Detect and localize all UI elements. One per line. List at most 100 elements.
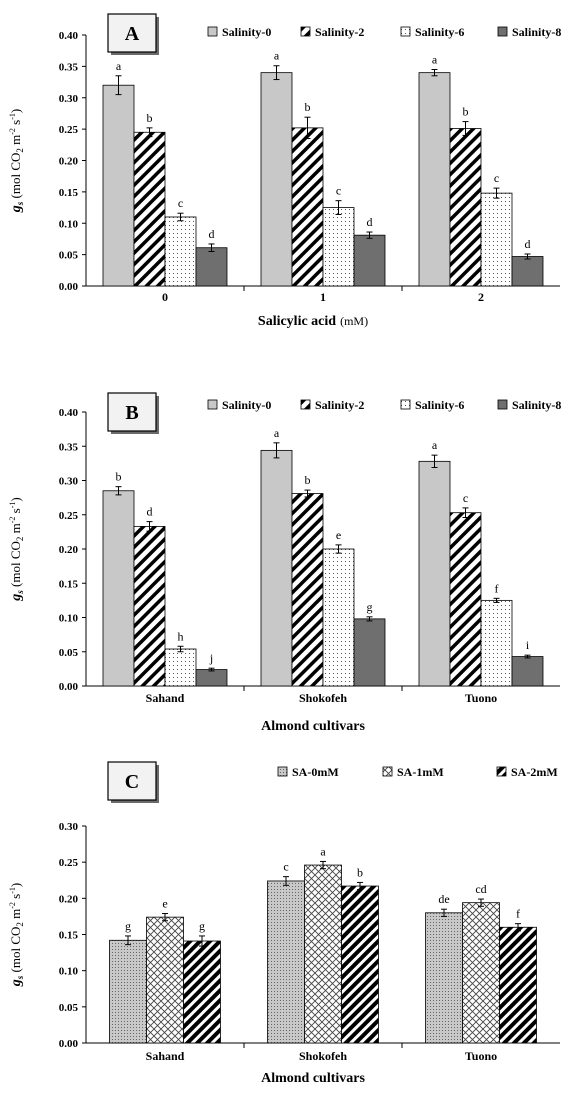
legend-swatch bbox=[300, 399, 311, 410]
x-axis-label-main: Almond cultivars bbox=[261, 1071, 365, 1086]
x-axis-label-main: Almond cultivars bbox=[261, 719, 365, 734]
y-axis-label-part: s bbox=[8, 894, 23, 902]
bar bbox=[133, 131, 166, 287]
y-axis-label-part: 2 bbox=[15, 537, 25, 542]
bar bbox=[341, 885, 379, 1044]
x-tick-label: 2 bbox=[478, 290, 484, 304]
chart-panel-a: 0.00 0.05 0.10 0.15 0.20 0.25 0.30 0.35 0.40 0 a b c… bbox=[8, 13, 561, 329]
significance-letter: d bbox=[209, 227, 215, 241]
y-axis-label-part: 2 bbox=[15, 922, 25, 927]
legend-swatch bbox=[497, 26, 508, 37]
significance-letter: b bbox=[116, 470, 122, 484]
y-tick-label: 0.40 bbox=[59, 30, 79, 42]
bar bbox=[353, 234, 386, 287]
y-axis-label: gs (mol CO2 m-2 s-1) bbox=[8, 109, 25, 214]
bar bbox=[133, 525, 166, 687]
y-axis-label-part: ) bbox=[8, 109, 23, 113]
significance-letter: b bbox=[147, 111, 153, 125]
legend-swatch bbox=[382, 766, 393, 777]
significance-letter: b bbox=[305, 100, 311, 114]
y-axis-label-part: g bbox=[9, 205, 24, 213]
x-axis-label-main: Salicylic acid bbox=[258, 314, 336, 329]
bar bbox=[511, 256, 544, 287]
legend-swatch bbox=[400, 26, 411, 37]
y-axis-label-part: (mol CO bbox=[8, 153, 23, 202]
significance-letter: a bbox=[116, 59, 122, 73]
significance-letter: de bbox=[438, 892, 449, 906]
y-axis-label-part: s bbox=[15, 975, 25, 980]
legend-swatch bbox=[207, 26, 218, 37]
legend-swatch bbox=[300, 26, 311, 37]
y-tick-label: 0.05 bbox=[59, 250, 79, 262]
y-axis-label-part: (mol CO bbox=[8, 927, 23, 976]
significance-letter: d bbox=[525, 237, 531, 251]
significance-letter: b bbox=[357, 865, 363, 879]
y-tick-label: 0.20 bbox=[59, 156, 79, 168]
y-axis-label-part: s bbox=[8, 120, 23, 128]
significance-letter: f bbox=[516, 907, 520, 921]
bar bbox=[195, 669, 228, 687]
x-tick-label: Sahand bbox=[146, 691, 185, 705]
legend-label: SA-0mM bbox=[292, 765, 339, 779]
y-tick-label: 0.20 bbox=[59, 893, 79, 905]
y-axis-label-part: -2 bbox=[8, 517, 17, 524]
y-tick-label: 0.10 bbox=[59, 966, 79, 978]
significance-letter: a bbox=[274, 49, 280, 63]
y-axis-label-part: 2 bbox=[15, 148, 25, 153]
bar bbox=[291, 127, 324, 287]
significance-letter: e bbox=[162, 897, 167, 911]
y-axis-label: gs (mol CO2 m-2 s-1) bbox=[8, 497, 25, 602]
significance-letter: h bbox=[178, 629, 184, 643]
panel-box bbox=[107, 761, 157, 801]
y-tick-label: 0.15 bbox=[59, 187, 79, 199]
bar bbox=[480, 599, 513, 687]
bar bbox=[102, 490, 135, 687]
significance-letter: g bbox=[125, 919, 131, 933]
bar bbox=[260, 72, 293, 287]
y-axis-label-part: s bbox=[8, 508, 23, 516]
bar bbox=[462, 902, 500, 1044]
legend-label: Salinity-8 bbox=[512, 398, 561, 412]
bar bbox=[260, 449, 293, 687]
y-axis-label-part: -2 bbox=[8, 902, 17, 909]
significance-letter: d bbox=[147, 505, 153, 519]
legend-swatch bbox=[497, 399, 508, 410]
legend-swatch bbox=[496, 766, 507, 777]
y-tick-label: 0.25 bbox=[59, 124, 79, 136]
y-tick-label: 0.00 bbox=[59, 281, 79, 293]
bar bbox=[146, 916, 184, 1044]
panel-label: C bbox=[125, 771, 139, 793]
y-tick-label: 0.30 bbox=[59, 821, 79, 833]
bar bbox=[418, 460, 451, 687]
significance-letter: c bbox=[463, 491, 468, 505]
bar bbox=[195, 247, 228, 287]
y-axis-label-part: m bbox=[8, 909, 23, 922]
panel-label: A bbox=[125, 23, 140, 45]
y-tick-label: 0.10 bbox=[59, 613, 79, 625]
y-axis-label-part: -1 bbox=[8, 502, 17, 509]
y-tick-label: 0.15 bbox=[59, 578, 79, 590]
y-tick-label: 0.10 bbox=[59, 218, 79, 230]
significance-letter: c bbox=[283, 860, 288, 874]
legend-label: Salinity-6 bbox=[415, 25, 464, 39]
y-axis-label: gs (mol CO2 m-2 s-1) bbox=[8, 883, 25, 988]
y-axis-label-part: ) bbox=[8, 497, 23, 501]
significance-letter: g bbox=[367, 600, 373, 614]
bar bbox=[291, 493, 324, 687]
significance-letter: f bbox=[495, 581, 499, 595]
y-axis-label-part: m bbox=[8, 523, 23, 536]
legend-label: Salinity-2 bbox=[315, 25, 364, 39]
significance-letter: d bbox=[367, 215, 373, 229]
chart-panel-c: 0.00 0.05 0.10 0.15 0.20 0.25 0.30 Sahand g e g Sho… bbox=[8, 761, 560, 1086]
panel-box bbox=[107, 13, 157, 53]
y-tick-label: 0.35 bbox=[59, 441, 79, 453]
legend-swatch bbox=[400, 399, 411, 410]
y-tick-label: 0.25 bbox=[59, 857, 79, 869]
significance-letter: a bbox=[432, 438, 438, 452]
significance-letter: a bbox=[320, 844, 326, 858]
y-axis-label-part: s bbox=[15, 590, 25, 595]
bar bbox=[449, 512, 482, 687]
y-tick-label: 0.20 bbox=[59, 544, 79, 556]
x-tick-label: Shokofeh bbox=[299, 691, 347, 705]
x-axis-label: Salicylic acid (mM) bbox=[258, 314, 368, 329]
